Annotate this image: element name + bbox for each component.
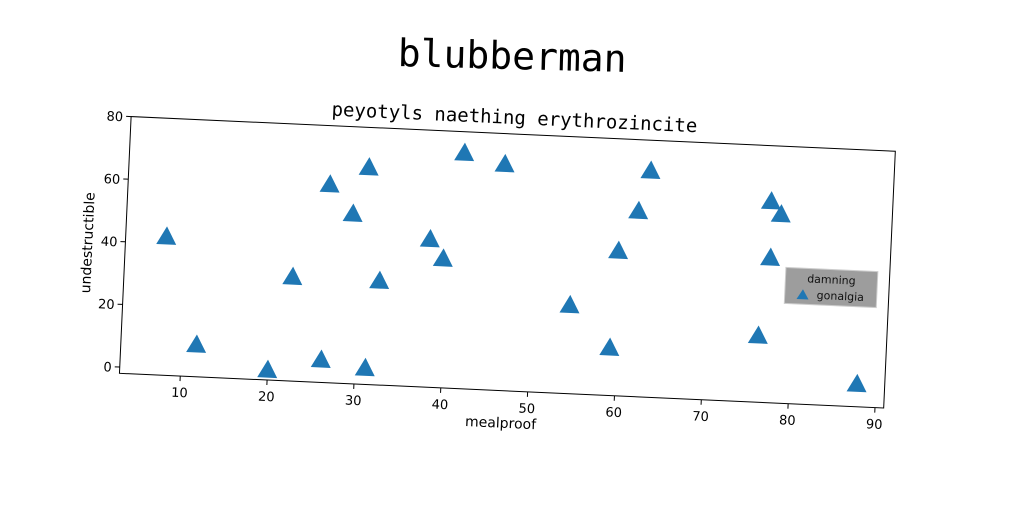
data-point bbox=[599, 337, 620, 356]
legend-title: damning bbox=[807, 272, 856, 287]
x-tick-label: 40 bbox=[431, 398, 448, 414]
data-point bbox=[454, 142, 475, 162]
legend-label-gonalgia: gonalgia bbox=[816, 289, 864, 304]
y-tick-label: 80 bbox=[106, 109, 123, 125]
legend-marker-gonalgia bbox=[796, 289, 809, 300]
x-tick-label: 20 bbox=[258, 390, 275, 406]
plot-area bbox=[118, 116, 896, 409]
x-tick-label: 80 bbox=[779, 413, 796, 429]
data-point bbox=[282, 266, 303, 286]
data-point bbox=[760, 247, 781, 266]
data-point bbox=[640, 160, 661, 179]
data-point bbox=[319, 174, 340, 193]
data-point bbox=[342, 203, 363, 222]
y-axis-label: undestructible bbox=[78, 192, 99, 294]
data-point bbox=[310, 349, 331, 368]
y-tick-label: 20 bbox=[98, 297, 115, 313]
data-point bbox=[156, 226, 177, 245]
legend: damning gonalgia bbox=[783, 266, 879, 309]
data-points bbox=[156, 142, 867, 393]
data-point bbox=[369, 270, 390, 290]
y-tick-label: 60 bbox=[103, 172, 120, 188]
data-point bbox=[354, 357, 375, 377]
data-point bbox=[432, 248, 453, 267]
data-point bbox=[186, 334, 207, 353]
y-tick-label: 40 bbox=[100, 235, 117, 251]
data-point bbox=[747, 325, 768, 344]
axis-ticks: 10 20 30 40 50 60 70 80 90 0 20 40 60 80 bbox=[98, 109, 883, 433]
data-point bbox=[846, 373, 867, 393]
x-tick-label: 60 bbox=[605, 405, 622, 421]
data-point bbox=[770, 204, 791, 223]
x-tick-label: 30 bbox=[345, 394, 362, 410]
data-point bbox=[559, 294, 580, 314]
data-point bbox=[760, 191, 781, 210]
x-tick-label: 90 bbox=[866, 417, 883, 433]
x-tick-label: 50 bbox=[518, 401, 535, 417]
x-axis-label: mealproof bbox=[465, 414, 538, 433]
data-point bbox=[608, 240, 629, 260]
data-point bbox=[257, 359, 278, 379]
data-point bbox=[494, 153, 515, 173]
legend-box bbox=[783, 266, 879, 309]
y-tick-label: 0 bbox=[103, 360, 112, 375]
data-point bbox=[419, 228, 440, 248]
x-tick-label: 10 bbox=[171, 386, 188, 402]
data-point bbox=[358, 157, 379, 176]
x-tick-label: 70 bbox=[692, 409, 709, 425]
data-point bbox=[628, 200, 649, 220]
